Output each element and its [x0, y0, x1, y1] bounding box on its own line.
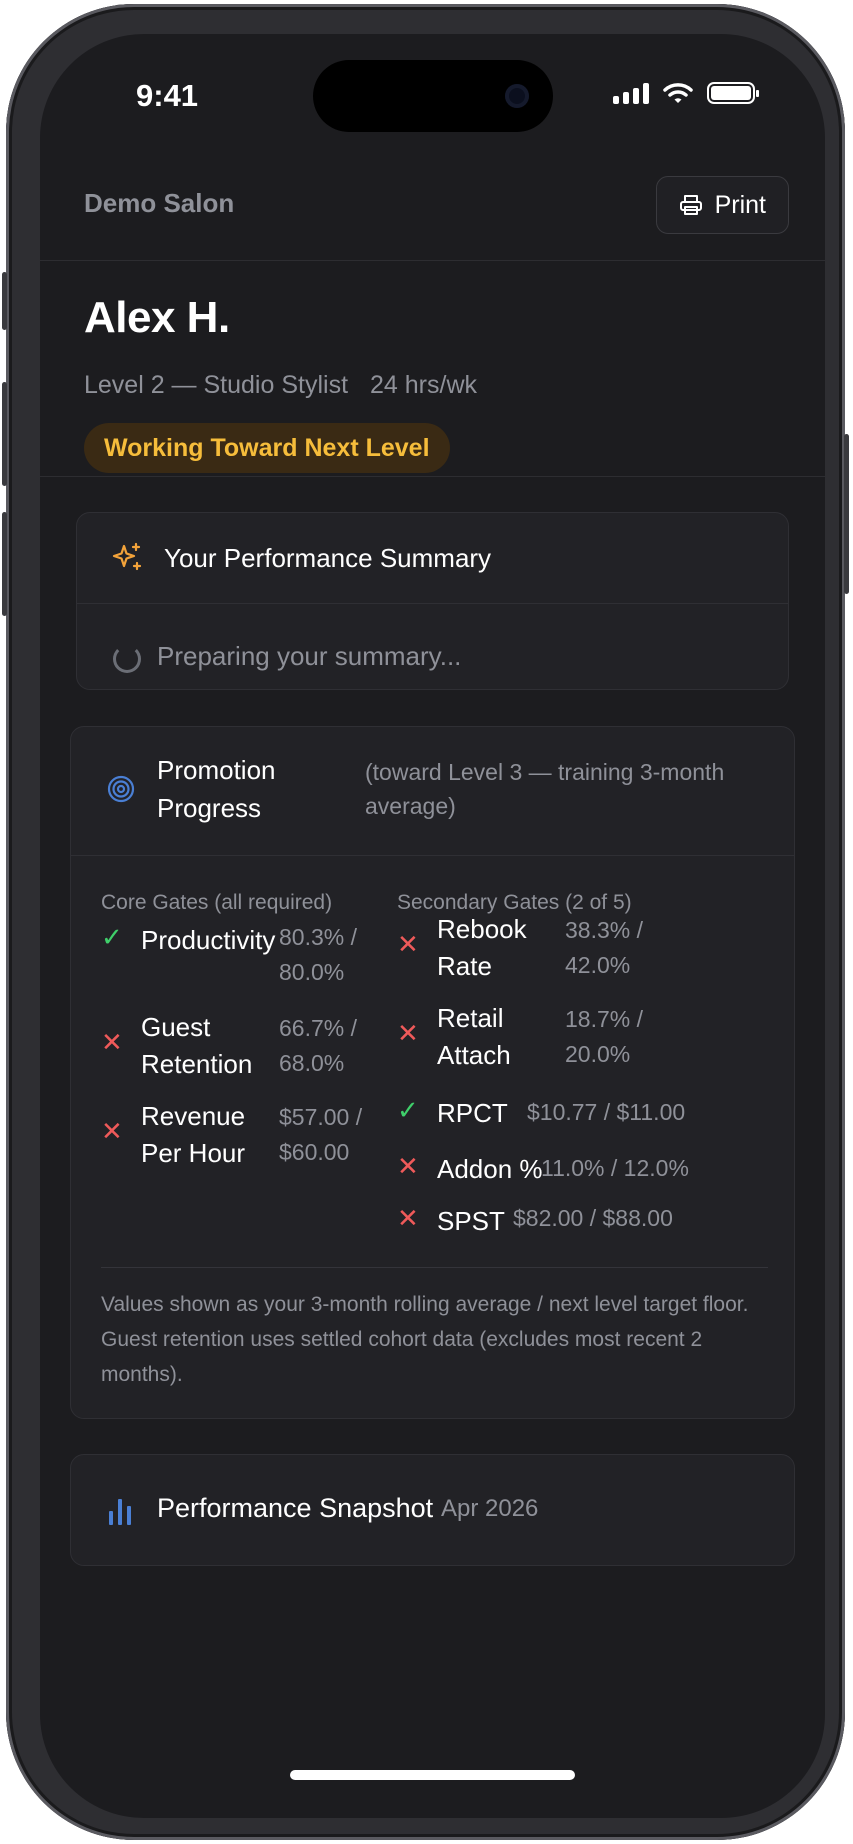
secondary-gate-addon: ✕ Addon % 11.0% / 12.0%: [397, 1149, 777, 1189]
dynamic-island: [313, 60, 553, 132]
promotion-footnote: Values shown as your 3-month rolling ave…: [101, 1293, 749, 1386]
loading-spinner-icon: [113, 645, 141, 673]
print-button[interactable]: Print: [655, 176, 789, 234]
x-icon: ✕: [397, 1203, 419, 1233]
promotion-header: Promotion Progress (toward Level 3 — tra…: [71, 727, 794, 856]
camera-icon: [505, 84, 529, 108]
printer-icon: [679, 195, 702, 215]
core-gate-guest-retention: ✕ Guest Retention 66.7% / 68.0%: [101, 1009, 391, 1089]
gate-value: $57.00 / $60.00: [279, 1104, 363, 1165]
gate-name: SPST: [437, 1206, 505, 1236]
gate-name: Productivity: [141, 925, 276, 955]
screen: 9:41 Demo Salon: [40, 34, 825, 1818]
gate-value: 66.7% / 68.0%: [279, 1015, 357, 1076]
promotion-subtitle: (toward Level 3 — training 3-month avera…: [365, 759, 725, 819]
wifi-icon: [663, 83, 693, 103]
x-icon: ✕: [101, 1116, 123, 1146]
power-button: [844, 434, 849, 594]
x-icon: ✕: [397, 929, 419, 959]
x-icon: ✕: [397, 1018, 419, 1048]
gate-value: 11.0% / 12.0%: [541, 1155, 689, 1181]
core-gate-revenue-per-hour: ✕ Revenue Per Hour $57.00 / $60.00: [101, 1098, 391, 1178]
gate-value: 38.3% / 42.0%: [565, 917, 643, 978]
summary-header: Your Performance Summary: [77, 513, 788, 604]
promotion-progress-card: Promotion Progress (toward Level 3 — tra…: [70, 726, 795, 1419]
gate-name: Guest Retention: [141, 1012, 253, 1079]
profile-section: Alex H. Level 2 — Studio Stylist 24 hrs/…: [40, 261, 825, 477]
gate-name: Addon %: [437, 1154, 543, 1184]
divider: [101, 1267, 768, 1268]
action-button: [2, 272, 7, 330]
volume-up-button: [2, 382, 7, 486]
gate-value: 18.7% / 20.0%: [565, 1006, 643, 1067]
stylist-level: Level 2 — Studio Stylist: [84, 371, 349, 399]
summary-title: Your Performance Summary: [164, 543, 492, 573]
stylist-hours: 24 hrs/wk: [370, 371, 477, 399]
status-badge: Working Toward Next Level: [84, 423, 450, 473]
volume-down-button: [2, 512, 7, 616]
gate-name: Rebook Rate: [437, 914, 527, 981]
gate-value: 80.3% / 80.0%: [279, 924, 357, 985]
stylist-name: Alex H.: [84, 293, 230, 342]
gate-name: Revenue Per Hour: [141, 1101, 246, 1168]
performance-snapshot-card[interactable]: Performance Snapshot Apr 2026: [70, 1454, 795, 1566]
gate-value: $82.00 / $88.00: [513, 1205, 673, 1231]
cellular-signal-icon: [613, 82, 649, 104]
gate-name: Retail Attach: [437, 1003, 511, 1070]
bar-chart-icon: [109, 1499, 131, 1525]
check-icon: ✓: [101, 922, 123, 952]
snapshot-title: Performance Snapshot: [157, 1493, 434, 1523]
salon-name: Demo Salon: [84, 188, 235, 218]
top-bar: Demo Salon Print: [40, 154, 825, 261]
print-label: Print: [714, 190, 766, 219]
core-gate-productivity: ✓ Productivity 80.3% / 80.0%: [101, 920, 391, 1000]
core-gates-label: Core Gates (all required): [101, 891, 333, 914]
x-icon: ✕: [101, 1027, 123, 1057]
gate-value: $10.77 / $11.00: [527, 1099, 686, 1125]
performance-summary-card: Your Performance Summary Preparing your …: [76, 512, 789, 690]
check-icon: ✓: [397, 1095, 419, 1125]
status-time: 9:41: [136, 78, 199, 113]
status-bar: 9:41: [40, 34, 825, 154]
secondary-gates-label: Secondary Gates (2 of 5): [397, 891, 632, 914]
profile-subtitle: Level 2 — Studio Stylist 24 hrs/wk: [84, 371, 477, 400]
promotion-title: Promotion Progress: [157, 755, 276, 823]
status-icons: [613, 82, 759, 104]
battery-icon: [707, 82, 759, 104]
snapshot-date: Apr 2026: [441, 1495, 539, 1522]
gate-name: RPCT: [437, 1098, 508, 1128]
secondary-gate-retail-attach: ✕ Retail Attach 18.7% / 20.0%: [397, 1000, 777, 1080]
phone-frame: 9:41 Demo Salon: [2, 4, 849, 1840]
home-indicator[interactable]: [290, 1770, 575, 1780]
secondary-gate-rebook-rate: ✕ Rebook Rate 38.3% / 42.0%: [397, 911, 777, 991]
secondary-gate-spst: ✕ SPST $82.00 / $88.00: [397, 1201, 777, 1241]
summary-loading-text: Preparing your summary...: [157, 641, 462, 671]
x-icon: ✕: [397, 1151, 419, 1181]
secondary-gate-rpct: ✓ RPCT $10.77 / $11.00: [397, 1093, 777, 1133]
target-icon: [107, 775, 135, 803]
sparkles-icon: [112, 542, 142, 571]
